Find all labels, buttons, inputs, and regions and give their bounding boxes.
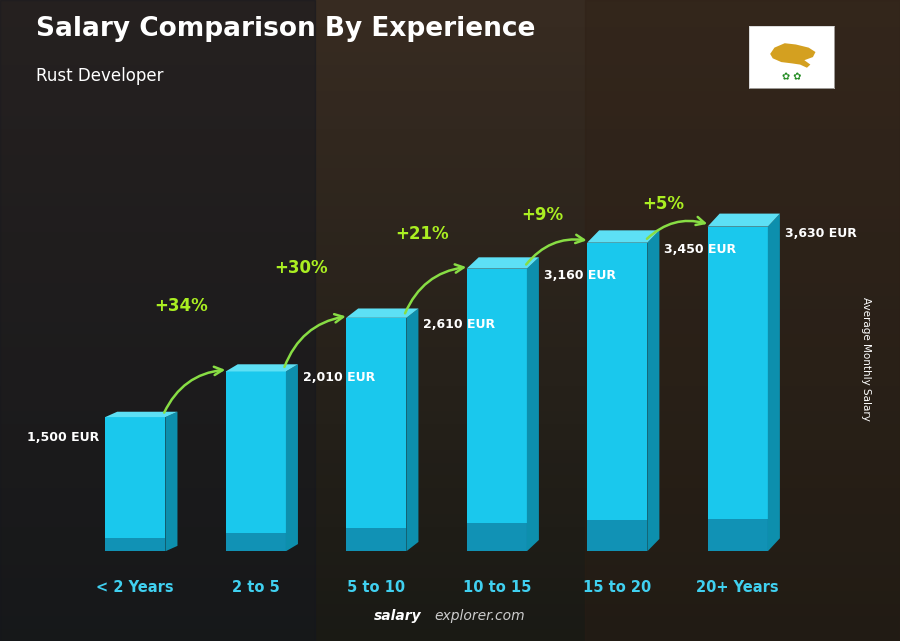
Polygon shape (587, 243, 647, 551)
Polygon shape (707, 519, 768, 551)
Polygon shape (346, 308, 418, 318)
Text: 2 to 5: 2 to 5 (232, 580, 280, 595)
Polygon shape (105, 538, 166, 551)
Polygon shape (346, 528, 407, 551)
Text: 2,010 EUR: 2,010 EUR (302, 372, 375, 385)
Text: +34%: +34% (154, 297, 208, 315)
Text: salary: salary (374, 609, 421, 623)
Polygon shape (226, 364, 298, 372)
Polygon shape (226, 372, 286, 551)
Text: ✿ ✿: ✿ ✿ (782, 72, 801, 82)
Text: 15 to 20: 15 to 20 (583, 580, 652, 595)
Text: +30%: +30% (274, 259, 328, 277)
Text: Salary Comparison By Experience: Salary Comparison By Experience (36, 16, 536, 42)
Text: 3,450 EUR: 3,450 EUR (664, 243, 736, 256)
Text: 2,610 EUR: 2,610 EUR (423, 318, 495, 331)
Polygon shape (526, 257, 539, 551)
Text: explorer.com: explorer.com (435, 609, 526, 623)
Text: Average Monthly Salary: Average Monthly Salary (860, 297, 871, 421)
Text: 10 to 15: 10 to 15 (463, 580, 531, 595)
Text: 3,630 EUR: 3,630 EUR (785, 226, 857, 240)
Polygon shape (286, 364, 298, 551)
Text: < 2 Years: < 2 Years (96, 580, 174, 595)
Text: +9%: +9% (521, 206, 563, 224)
Polygon shape (587, 230, 660, 243)
Polygon shape (466, 269, 526, 551)
Text: 1,500 EUR: 1,500 EUR (27, 431, 99, 444)
Polygon shape (707, 213, 780, 226)
Polygon shape (587, 520, 647, 551)
Polygon shape (166, 412, 177, 551)
Text: 20+ Years: 20+ Years (697, 580, 779, 595)
Polygon shape (466, 523, 526, 551)
Polygon shape (105, 417, 166, 551)
Polygon shape (346, 318, 407, 551)
Text: 5 to 10: 5 to 10 (347, 580, 405, 595)
Polygon shape (770, 43, 815, 68)
Polygon shape (226, 533, 286, 551)
Polygon shape (407, 308, 418, 551)
Polygon shape (768, 213, 780, 551)
Polygon shape (466, 257, 539, 269)
Polygon shape (707, 226, 768, 551)
Text: +21%: +21% (395, 224, 449, 242)
Polygon shape (647, 230, 660, 551)
Text: Rust Developer: Rust Developer (36, 67, 164, 85)
Text: 3,160 EUR: 3,160 EUR (544, 269, 616, 281)
Polygon shape (105, 412, 177, 417)
Text: +5%: +5% (642, 195, 684, 213)
